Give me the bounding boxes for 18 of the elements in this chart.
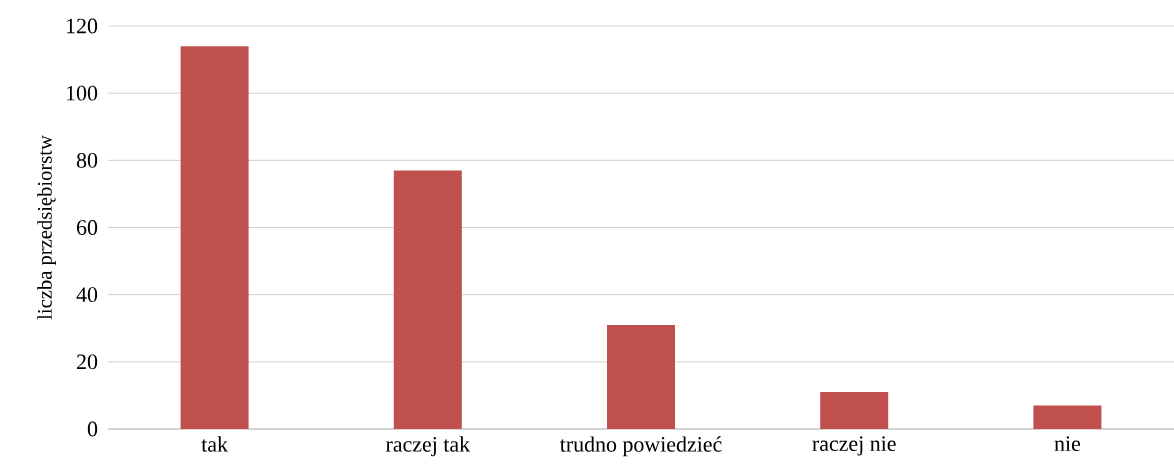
y-tick-label: 60: [76, 220, 98, 235]
x-tick-label: nie: [1054, 436, 1081, 452]
y-tick-label: 100: [67, 85, 98, 101]
y-tick-label: 120: [67, 18, 98, 34]
bar: [180, 46, 249, 429]
y-tick-label: 40: [76, 287, 98, 303]
y-tick-label: 0: [87, 421, 98, 437]
x-tick-label: tak: [201, 436, 228, 452]
bar: [607, 324, 676, 429]
bar: [393, 170, 462, 429]
y-tick-label: 80: [76, 152, 98, 168]
y-axis-title: liczba przedsiębiorstw: [37, 135, 56, 320]
x-tick-label: raczej nie: [812, 436, 896, 456]
y-tick-label: 20: [77, 354, 98, 370]
x-tick-label: raczej tak: [385, 436, 471, 457]
bar: [1033, 405, 1102, 429]
bar: [820, 392, 889, 429]
x-tick-label: trudno powiedzieć: [559, 436, 722, 457]
